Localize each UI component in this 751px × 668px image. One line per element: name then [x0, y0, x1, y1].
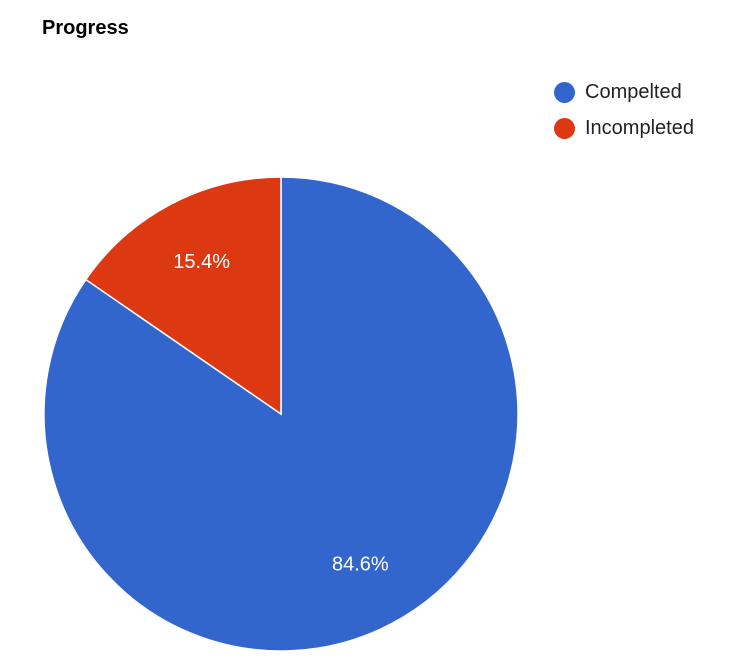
legend-label-completed: Compelted: [585, 80, 682, 103]
pie-slices: [43, 176, 519, 652]
legend-swatch-completed: [554, 81, 575, 103]
pie-slice-incompleted[interactable]: [84, 176, 282, 416]
pie-slice-compelted[interactable]: [43, 176, 519, 652]
legend-item-incompleted[interactable]: Incompleted: [554, 110, 694, 146]
legend-item-completed[interactable]: Compelted: [554, 74, 694, 110]
slice-label-compelted: 84.6%: [332, 553, 389, 575]
legend: Compelted Incompleted: [554, 74, 694, 146]
legend-swatch-incompleted: [554, 117, 575, 139]
slice-label-incompleted: 15.4%: [173, 251, 230, 273]
legend-label-incompleted: Incompleted: [585, 116, 694, 139]
pie-labels: 84.6% 15.4%: [173, 251, 389, 575]
chart-title: Progress: [42, 17, 129, 39]
